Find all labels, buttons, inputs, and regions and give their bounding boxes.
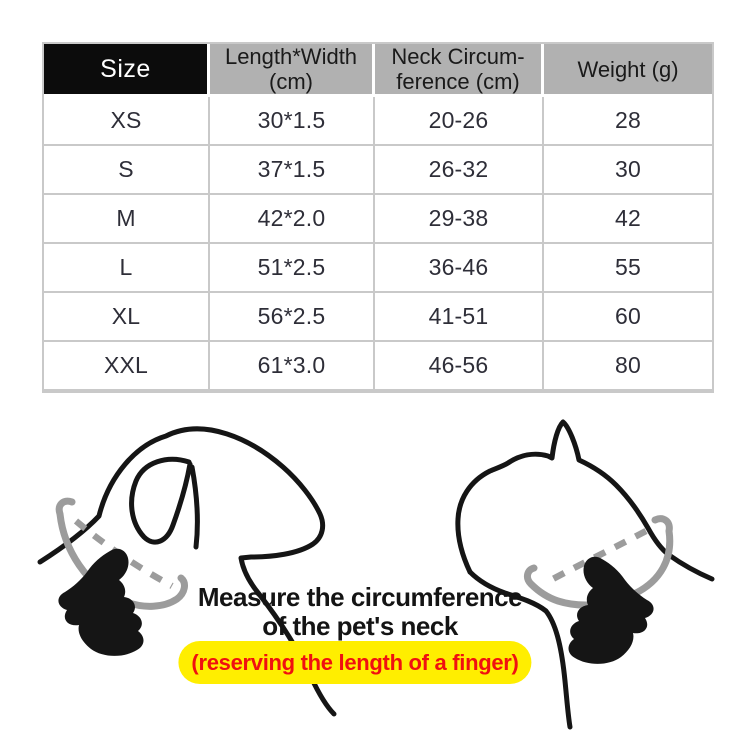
cell-length-width: 56*2.5	[210, 293, 375, 342]
cell-length-width: 30*1.5	[210, 97, 375, 146]
finger-length-highlight: (reserving the length of a finger)	[178, 641, 532, 684]
col-header-neck-circumference: Neck Circum- ference (cm)	[375, 44, 544, 97]
dog-outline-icon	[37, 426, 337, 717]
cell-length-width: 37*1.5	[210, 146, 375, 195]
cell-size: M	[44, 195, 210, 244]
cell-weight: 55	[544, 244, 712, 293]
cell-neck: 20-26	[375, 97, 544, 146]
cell-neck: 41-51	[375, 293, 544, 342]
header-line: ference (cm)	[396, 69, 520, 94]
cell-length-width: 42*2.0	[210, 195, 375, 244]
cell-size: XXL	[44, 342, 210, 391]
instruction-line-1: Measure the circumference	[197, 582, 523, 612]
size-chart-table: Size Length*Width (cm) Neck Circum- fere…	[42, 42, 714, 393]
header-line: Weight (g)	[577, 56, 679, 82]
instruction-line-2: of the pet's neck	[262, 611, 458, 641]
dog-ear-icon	[129, 456, 193, 545]
dog-ear-edge-icon	[189, 464, 200, 550]
cat-neck-line-icon	[467, 569, 573, 730]
measure-instruction-text: Measure the circumference of the pet's n…	[150, 583, 570, 641]
cell-size: XS	[44, 97, 210, 146]
cell-length-width: 61*3.0	[210, 342, 375, 391]
cell-neck: 36-46	[375, 244, 544, 293]
cell-size: S	[44, 146, 210, 195]
col-header-length-width: Length*Width (cm)	[210, 44, 375, 97]
cell-weight: 80	[544, 342, 712, 391]
cat-outline-icon	[455, 419, 715, 582]
cell-size: L	[44, 244, 210, 293]
cell-length-width: 51*2.5	[210, 244, 375, 293]
cat-illustration	[455, 419, 715, 730]
cell-weight: 28	[544, 97, 712, 146]
cat-dashed-measure-line	[549, 528, 648, 583]
header-line: Length*Width	[224, 44, 358, 69]
cell-weight: 42	[544, 195, 712, 244]
cell-neck: 46-56	[375, 342, 544, 391]
cell-size: XL	[44, 293, 210, 342]
col-header-weight: Weight (g)	[544, 44, 712, 97]
measuring-illustration	[37, 419, 715, 730]
header-line: Neck Circum-	[391, 44, 525, 69]
col-header-size: Size	[44, 44, 210, 97]
cell-neck: 29-38	[375, 195, 544, 244]
cell-weight: 30	[544, 146, 712, 195]
header-line: (cm)	[269, 69, 313, 94]
cat-hand-icon	[568, 556, 654, 664]
dog-illustration	[37, 426, 337, 717]
cell-weight: 60	[544, 293, 712, 342]
cell-neck: 26-32	[375, 146, 544, 195]
dog-hand-icon	[58, 548, 144, 656]
